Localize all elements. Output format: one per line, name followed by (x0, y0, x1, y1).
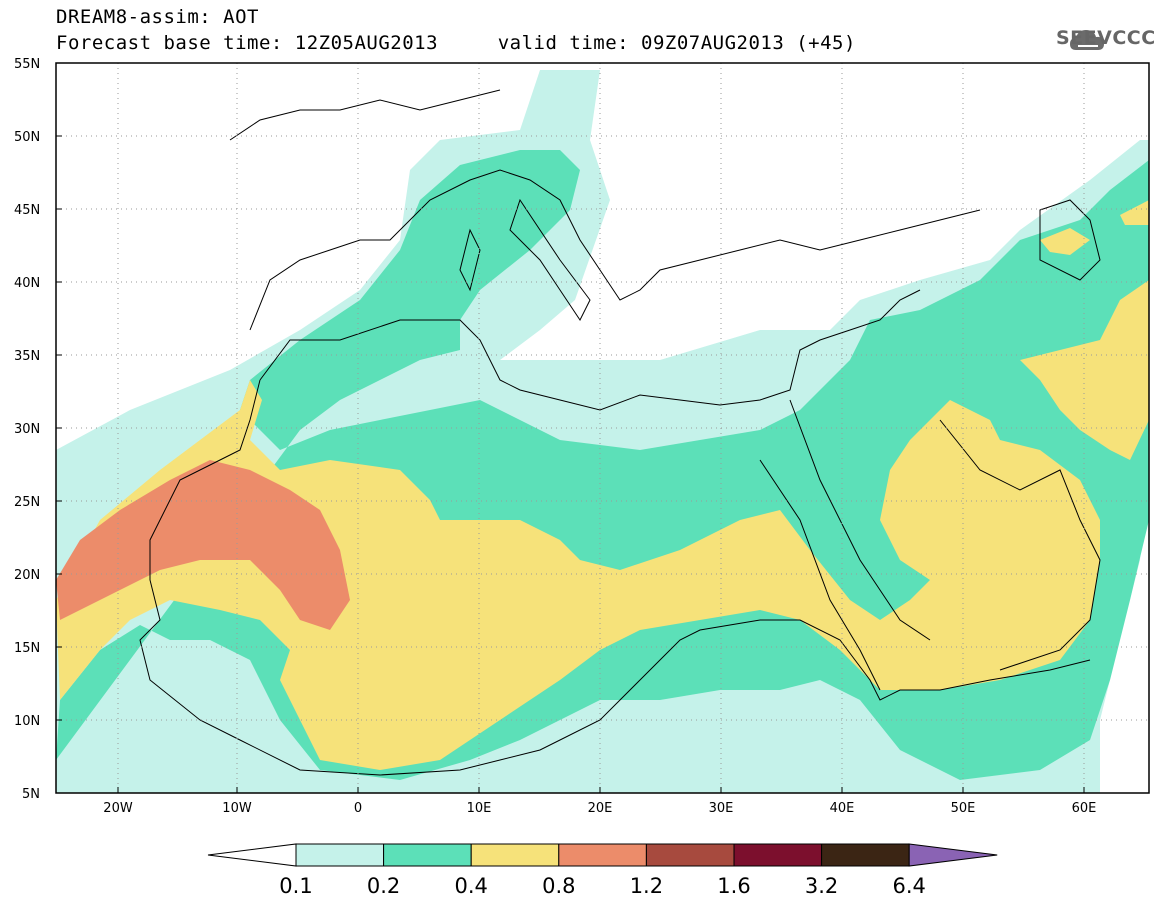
colorbar-label: 3.2 (805, 874, 838, 898)
colorbar-label: 1.2 (630, 874, 663, 898)
lat-label: 20N (14, 568, 40, 583)
colorbar-swatch (645, 843, 735, 867)
lon-label: 40E (830, 801, 855, 816)
lon-label: 50E (951, 801, 976, 816)
grid (56, 63, 1149, 793)
lon-label: 20W (103, 801, 133, 816)
lon-labels: 20W 10W 0 10E 20E 30E 40E 50E 60E (103, 801, 1096, 816)
coastlines (139, 89, 1101, 776)
lon-label: 10E (467, 801, 492, 816)
aot-band-0.4-caspian (1040, 228, 1090, 255)
lon-label: 60E (1072, 801, 1097, 816)
lon-label: 0 (354, 801, 362, 816)
colorbar-label: 0.4 (454, 874, 487, 898)
logo-text: SEEVCCC (1056, 27, 1156, 49)
colorbar-swatch (383, 843, 472, 867)
colorbar: 0.1 0.2 0.4 0.8 1.2 1.6 3.2 6.4 (207, 843, 998, 898)
aot-band-0.4-ne (1120, 200, 1149, 225)
lat-label: 10N (14, 714, 40, 729)
lon-label: 20E (588, 801, 613, 816)
axis-ticks (56, 135, 1085, 793)
lat-label: 30N (14, 422, 40, 437)
colorbar-swatch (558, 843, 647, 867)
aot-band-0.4-east (1020, 280, 1149, 460)
colorbar-swatch (295, 843, 385, 867)
lat-label: 25N (14, 495, 40, 510)
colorbar-swatch (470, 843, 560, 867)
aot-band-0.8 (56, 460, 350, 630)
aot-band-0.4 (56, 380, 1100, 770)
forecast-time-line: Forecast base time: 12Z05AUG2013 valid t… (56, 32, 856, 54)
map-title: DREAM8-assim: AOT (56, 6, 259, 28)
lat-label: 40N (14, 276, 40, 291)
colorbar-label: 1.6 (717, 874, 750, 898)
colorbar-label: 6.4 (892, 874, 925, 898)
colorbar-label: 0.8 (542, 874, 575, 898)
colorbar-swatch (821, 843, 910, 867)
lon-label: 10W (222, 801, 252, 816)
lat-label: 45N (14, 203, 40, 218)
colorbar-arrow-high (908, 843, 998, 867)
lat-label: 55N (14, 57, 40, 72)
colorbar-swatch (733, 843, 823, 867)
lat-label: 5N (22, 787, 40, 802)
lon-label: 30E (709, 801, 734, 816)
lat-label: 35N (14, 349, 40, 364)
lat-label: 50N (14, 130, 40, 145)
aot-fields (56, 63, 1149, 793)
lat-labels: 55N 50N 45N 40N 35N 30N 25N 20N 15N 10N … (14, 57, 40, 802)
colorbar-label: 0.1 (279, 874, 312, 898)
colorbar-label: 0.2 (367, 874, 400, 898)
cloud-logo-icon (1070, 30, 1104, 50)
lat-label: 15N (14, 641, 40, 656)
colorbar-arrow-low (207, 843, 297, 867)
